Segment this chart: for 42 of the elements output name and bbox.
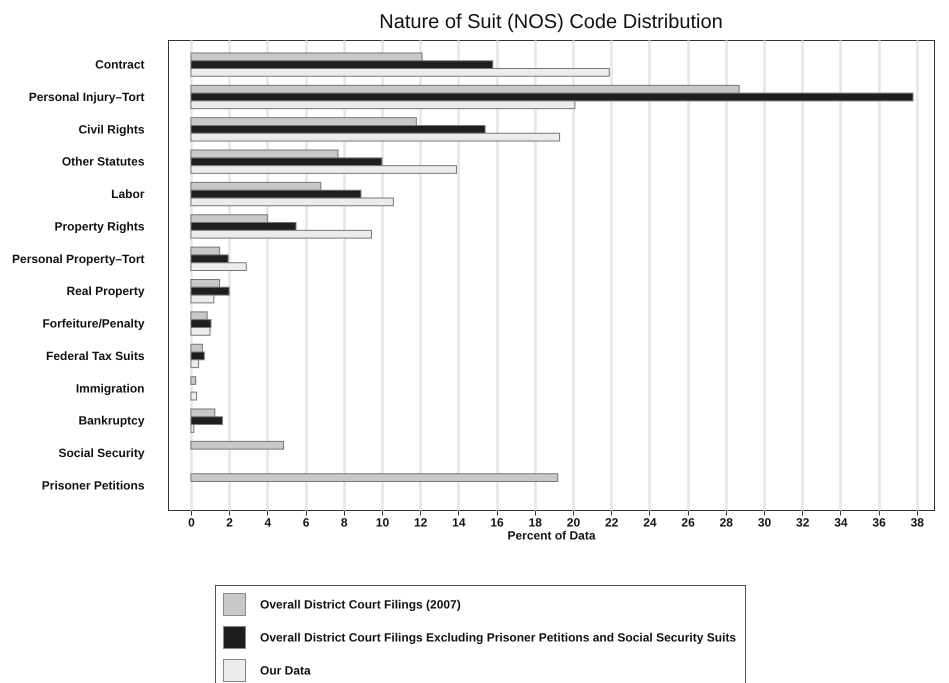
x-tick-label: 38 <box>910 516 924 530</box>
x-tick-label: 24 <box>643 516 657 530</box>
chart-title: Nature of Suit (NOS) Code Distribution <box>379 11 723 33</box>
x-tick-label: 32 <box>796 516 810 530</box>
legend-label: Our Data <box>260 664 312 678</box>
y-tick-label: Immigration <box>76 381 144 396</box>
x-tick-label: 18 <box>528 516 542 530</box>
y-tick-label: Contract <box>95 58 144 72</box>
x-tick-label: 26 <box>681 516 696 530</box>
x-tick-label: 2 <box>226 516 234 530</box>
x-tick-label: 10 <box>376 516 390 530</box>
y-tick-label: Prisoner Petitions <box>42 478 145 492</box>
y-tick-label: Bankruptcy <box>78 414 145 428</box>
y-tick-label: Property Rights <box>54 219 145 234</box>
y-tick-label: Personal Property–Tort <box>12 252 144 266</box>
bar <box>190 440 284 450</box>
legend-label: Overall District Court Filings Excluding Prisoner Petitions and Social Security Suits <box>260 630 736 644</box>
x-tick-label: 16 <box>490 516 504 530</box>
x-tick-label: 6 <box>302 516 310 530</box>
x-tick-label: 8 <box>340 516 348 530</box>
y-tick-label: Federal Tax Suits <box>46 348 145 363</box>
x-tick-label: 36 <box>872 516 886 530</box>
y-tick-label: Labor <box>111 187 145 202</box>
x-tick-label: 34 <box>834 516 848 530</box>
y-tick-label: Personal Injury–Tort <box>28 90 144 104</box>
x-tick-label: 22 <box>604 516 619 530</box>
bar <box>190 376 196 385</box>
x-tick-label: 30 <box>758 516 772 530</box>
x-tick-label: 12 <box>414 516 428 530</box>
y-tick-label: Other Statutes <box>62 154 145 169</box>
x-axis-title: Percent of Data <box>507 528 596 542</box>
x-tick-label: 14 <box>452 516 466 530</box>
y-tick-label: Real Property <box>66 284 145 298</box>
x-tick-label: 0 <box>188 516 196 530</box>
legend-label: Overall District Court Filings (2007) <box>260 598 461 612</box>
x-tick-label: 4 <box>264 516 272 530</box>
x-tick-label: 20 <box>566 516 580 530</box>
y-tick-label: Forfeiture/Penalty <box>42 316 145 331</box>
bar <box>190 473 558 482</box>
y-tick-label: Social Security <box>58 446 145 460</box>
x-tick-label: 28 <box>720 516 734 530</box>
y-tick-label: Civil Rights <box>78 122 145 136</box>
